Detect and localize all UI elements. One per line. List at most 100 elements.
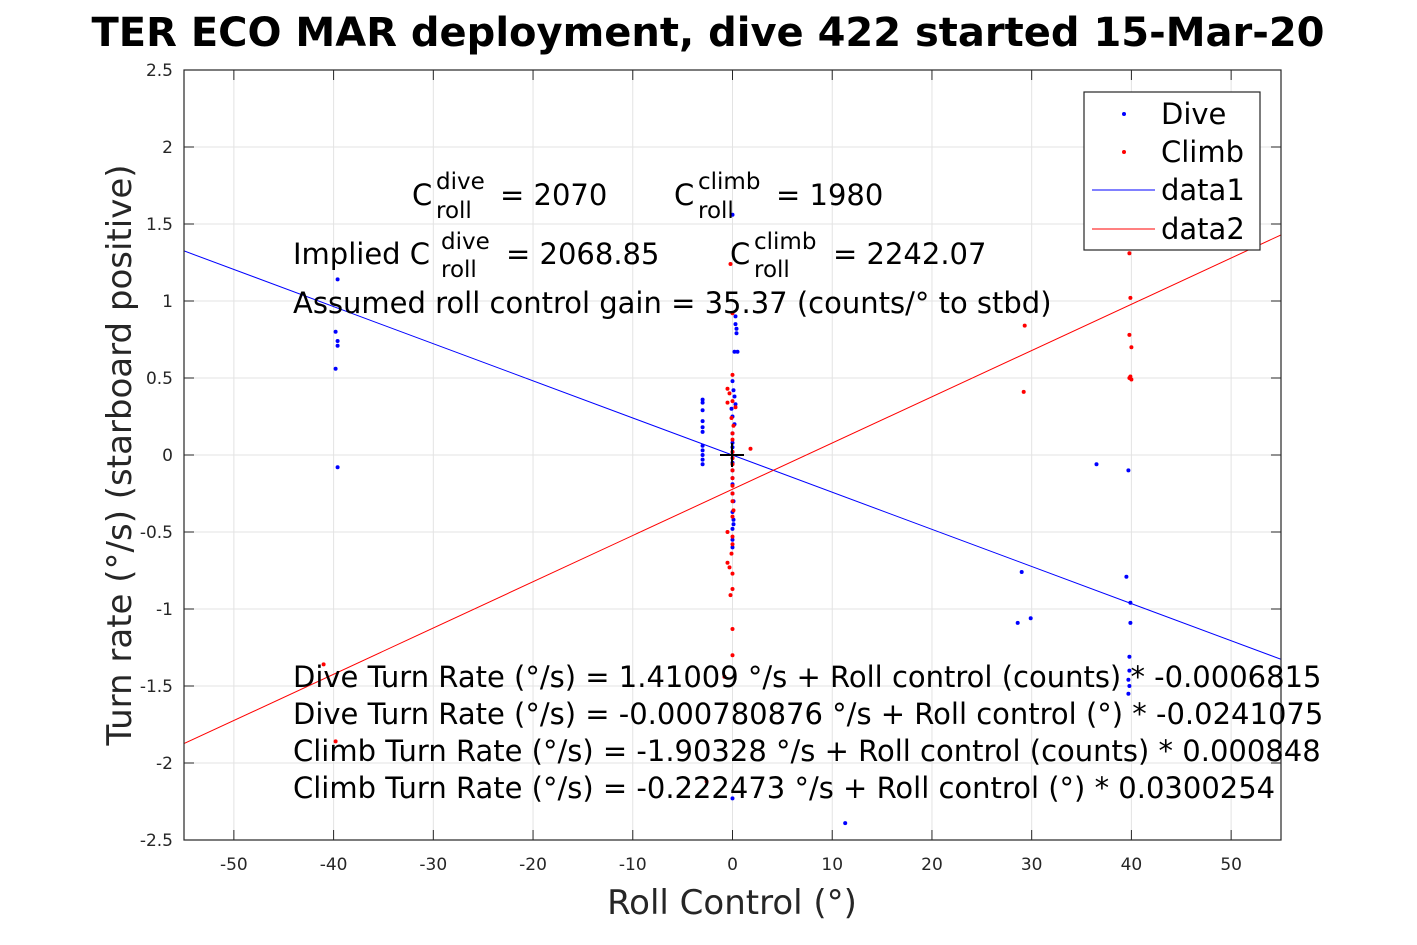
dive-point	[700, 443, 705, 448]
climb-point	[731, 423, 736, 428]
legend-box	[1083, 91, 1261, 251]
dive-point	[735, 349, 740, 354]
dive-point	[730, 537, 735, 542]
x-tick-label: 20	[921, 855, 943, 875]
climb-point	[748, 446, 753, 451]
legend-label-dive: Dive	[1161, 97, 1226, 131]
dive-point	[729, 406, 734, 411]
dive-point	[1127, 668, 1132, 673]
dive-point	[700, 448, 705, 453]
dive-point	[700, 453, 705, 457]
climb-point	[733, 405, 738, 410]
climb-point	[730, 372, 735, 377]
climb-point	[1127, 332, 1132, 337]
dive-point	[333, 329, 338, 334]
legend-label-climb: Climb	[1161, 135, 1244, 169]
legend-label-data1: data1	[1161, 173, 1245, 207]
c-roll-dive-sup: dive	[436, 169, 485, 195]
chart-title: TER ECO MAR deployment, dive 422 started…	[91, 10, 1324, 56]
x-tick-label: -20	[519, 855, 547, 875]
dive-point	[1015, 620, 1020, 625]
y-tick-label: -1	[156, 600, 173, 620]
climb-point	[728, 593, 733, 598]
dive-point	[732, 349, 737, 354]
climb-point	[730, 476, 735, 481]
c-roll-climb-sub: roll	[698, 198, 734, 224]
climb-point	[727, 391, 732, 396]
dive-point	[1128, 600, 1133, 605]
climb-point	[730, 311, 735, 316]
climb-point	[1127, 251, 1132, 256]
dive-point	[843, 821, 848, 826]
x-tick-label: 40	[1121, 855, 1143, 875]
dive-point	[733, 314, 738, 319]
dive-point	[335, 277, 340, 282]
x-tick-label: 0	[727, 855, 738, 875]
c-roll-dive-label: C	[412, 178, 432, 212]
legend-marker-climb	[1122, 150, 1126, 154]
dive-point	[335, 343, 340, 348]
dive-point	[732, 394, 737, 399]
dive-point	[1019, 570, 1024, 574]
implied-dive-sub: roll	[441, 257, 477, 283]
implied-climb-sup: climb	[754, 229, 816, 255]
climb-point	[730, 483, 735, 488]
dive-point	[700, 408, 705, 413]
x-axis-label: Roll Control (°)	[607, 883, 857, 923]
y-tick-label: 1.5	[146, 215, 173, 235]
climb-point	[725, 386, 730, 391]
implied-climb-value: = 2242.07	[833, 237, 986, 271]
implied-dive-sup: dive	[441, 229, 490, 255]
climb-point	[333, 739, 338, 744]
dive-point	[731, 522, 736, 527]
climb-point	[730, 431, 735, 436]
dive-point	[734, 326, 739, 331]
equation-line: Climb Turn Rate (°/s) = -1.90328 °/s + R…	[293, 734, 1321, 768]
y-tick-label: 1	[162, 292, 173, 312]
climb-point	[321, 662, 326, 667]
x-tick-label: -40	[320, 855, 348, 875]
x-tick-label: -30	[419, 855, 447, 875]
dive-point	[1094, 462, 1099, 467]
climb-point	[1129, 345, 1134, 350]
climb-point	[729, 551, 734, 556]
y-tick-label: 2.5	[146, 61, 173, 81]
dive-point	[1126, 677, 1131, 682]
dive-point	[335, 339, 340, 343]
climb-point	[1021, 389, 1026, 394]
dive-point	[730, 526, 735, 531]
legend-label-data2: data2	[1161, 212, 1245, 246]
climb-point	[730, 534, 735, 539]
c-roll-dive-value: = 2070	[500, 178, 607, 212]
y-tick-label: 0	[162, 446, 173, 466]
climb-point	[730, 514, 735, 519]
fit-line-data2	[184, 234, 1281, 745]
implied-dive-value: = 2068.85	[506, 237, 659, 271]
equation-line: Dive Turn Rate (°/s) = -0.000780876 °/s …	[293, 697, 1323, 731]
implied-prefix: Implied C	[293, 237, 430, 271]
dive-point	[731, 388, 736, 393]
climb-point	[1129, 377, 1134, 382]
x-tick-label: 30	[1021, 855, 1043, 875]
climb-point	[1022, 323, 1027, 328]
climb-point	[722, 674, 727, 679]
y-tick-label: -0.5	[140, 523, 173, 543]
implied-climb-sub: roll	[754, 257, 790, 283]
climb-point	[725, 400, 730, 405]
dive-point	[1028, 616, 1033, 621]
climb-point	[1128, 295, 1133, 300]
y-tick-label: -2	[156, 754, 173, 774]
climb-point	[730, 491, 735, 496]
y-tick-label: -2.5	[140, 831, 173, 851]
dive-point	[1126, 468, 1131, 473]
dive-point	[733, 402, 738, 407]
ticks: -50 -40 -30 -20 -10 0 10 20 30 40 50-2.5-2-1.5-1-0…	[140, 61, 1281, 875]
dive-point	[700, 462, 705, 467]
dive-point	[1126, 691, 1131, 696]
y-tick-label: 2	[162, 138, 173, 158]
x-tick-label: -10	[619, 855, 647, 875]
climb-point	[730, 627, 735, 631]
dive-point	[700, 425, 705, 430]
climb-point	[730, 587, 735, 591]
climb-point	[730, 653, 735, 658]
